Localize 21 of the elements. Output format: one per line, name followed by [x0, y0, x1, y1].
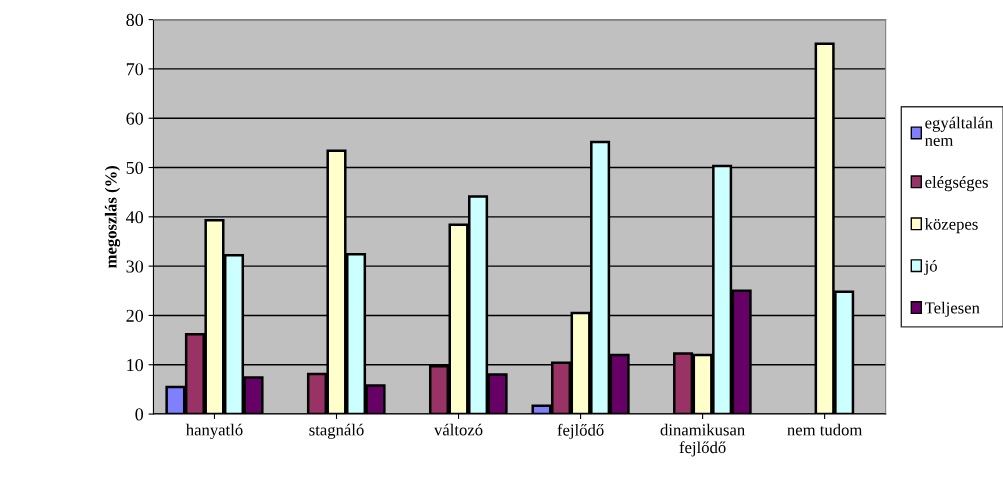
x-tick-label: hanyatló: [185, 423, 243, 439]
legend-label: jó: [924, 259, 937, 276]
y-tick-label: 0: [135, 408, 144, 421]
x-tick-label: dinamikusan fejlődő: [660, 423, 745, 457]
x-tick-label: változó: [434, 423, 483, 436]
y-tick-label: 70: [126, 63, 144, 76]
y-tick-label: 10: [127, 359, 144, 372]
y-tick-label: 80: [126, 13, 144, 27]
y-tick-label: 40: [126, 211, 144, 224]
y-tick-label: 20: [126, 309, 144, 322]
y-tick-label: 50: [126, 161, 144, 174]
y-axis-title: megoszlás (%): [104, 165, 121, 268]
legend-label: Teljesen: [924, 301, 980, 317]
x-tick-label: nem tudom: [787, 423, 863, 436]
legend-label: elégséges: [925, 176, 988, 192]
x-tick-label: fejlődő: [557, 423, 604, 440]
y-tick-label: 30: [126, 260, 144, 273]
legend-label: közepes: [924, 218, 978, 234]
legend-label: egyáltalán nem: [925, 116, 993, 146]
y-tick-label: 60: [126, 112, 144, 125]
x-tick-label: stagnáló: [309, 423, 364, 439]
